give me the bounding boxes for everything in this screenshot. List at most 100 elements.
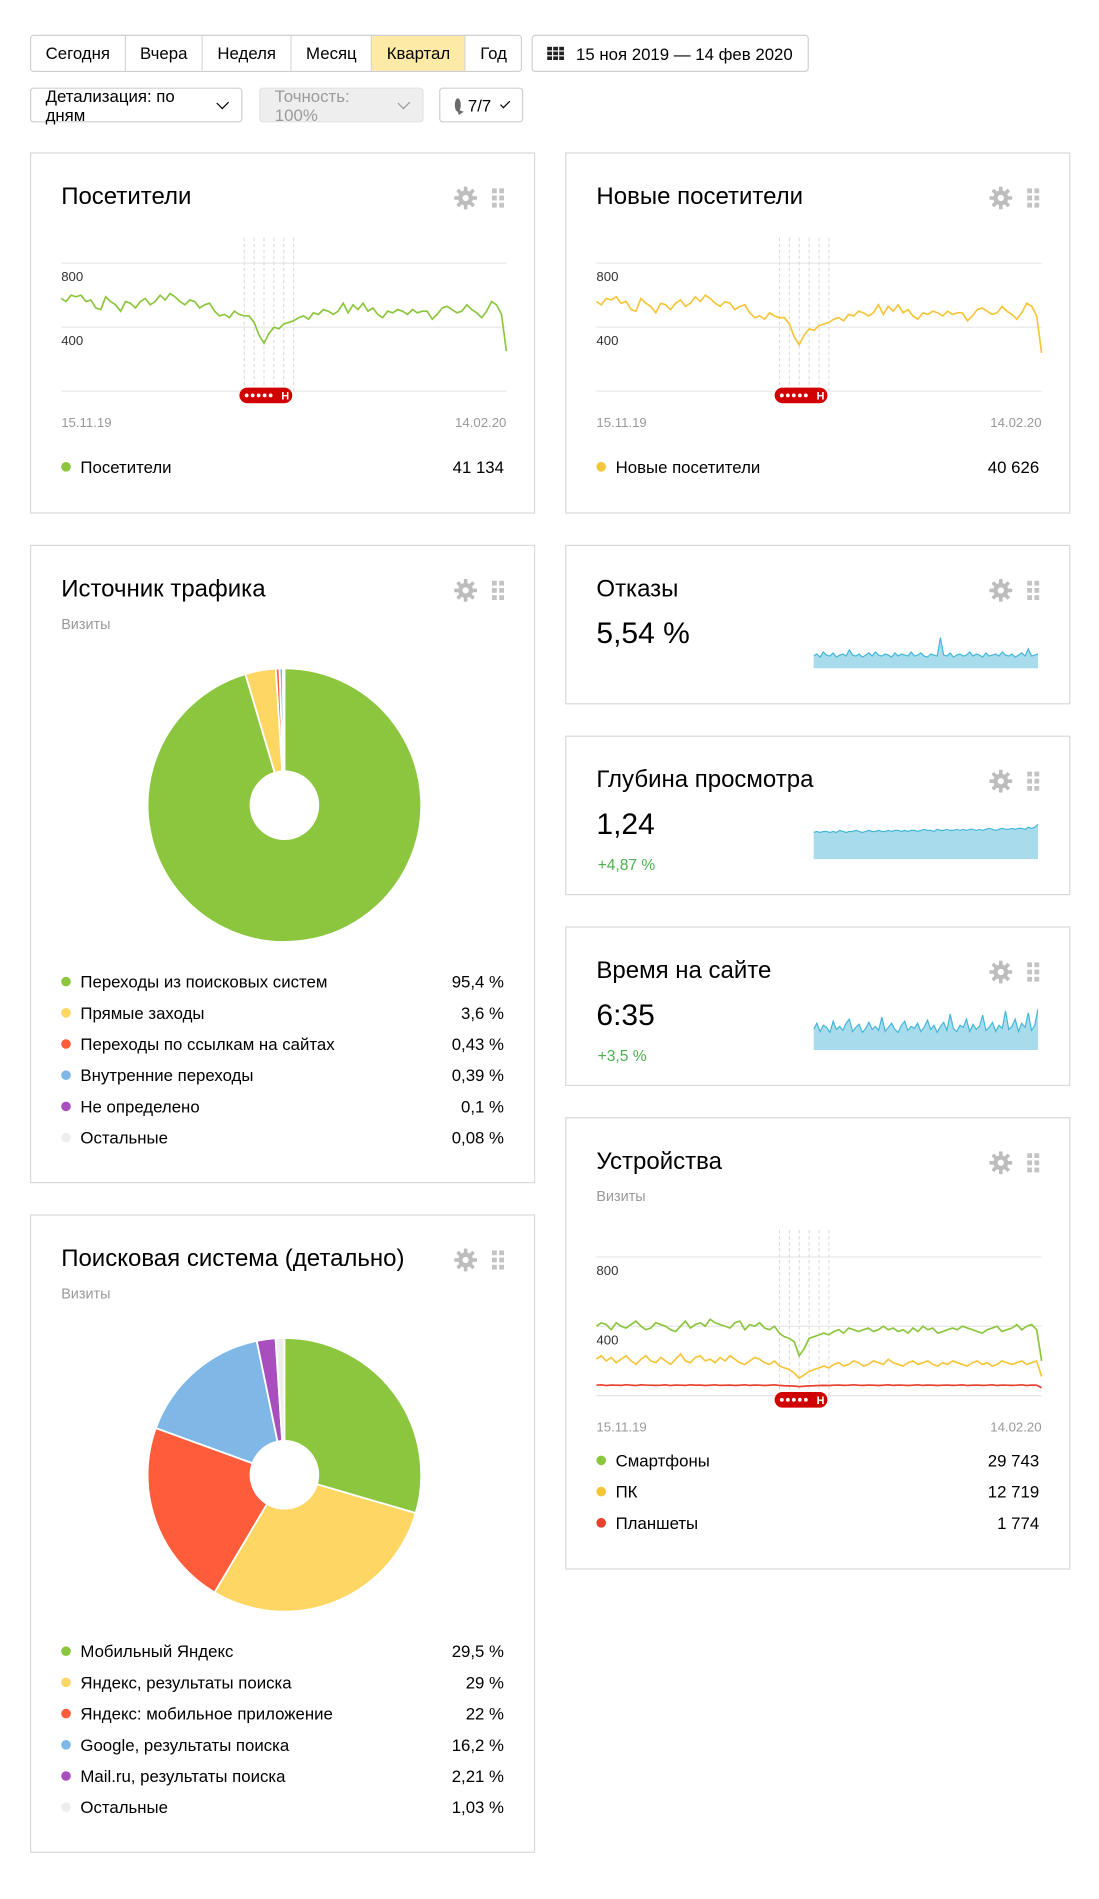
legend-item[interactable]: Яндекс: мобильное приложение 22 % [61, 1698, 504, 1729]
period-week[interactable]: Неделя [203, 36, 292, 71]
x-tick-label: 14.02.20 [455, 415, 506, 429]
drag-handle-icon[interactable] [1027, 962, 1040, 982]
drag-handle-icon[interactable] [492, 580, 505, 600]
legend-item[interactable]: Остальные 0,08 % [61, 1122, 504, 1153]
period-selector: Сегодня Вчера Неделя Месяц Квартал Год [30, 34, 523, 72]
legend-color-dot [596, 462, 606, 472]
date-range-picker[interactable]: 15 ноя 2019 — 14 фев 2020 [531, 34, 809, 72]
legend-label: Новые посетители [615, 457, 761, 477]
legend-value: 29,5 % [451, 1641, 505, 1661]
sparkline-line [813, 637, 1038, 659]
gear-icon[interactable] [454, 186, 478, 210]
annotation-dot [256, 393, 261, 398]
widget-title: Поисковая система (детально) [61, 1245, 405, 1272]
widget-devices: Устройства Визиты 800 400 Н 15.11.19 14.02.2… [565, 1117, 1071, 1570]
metric-delta: +3,5 % [597, 1046, 647, 1065]
legend-value: 3,6 % [461, 1003, 505, 1023]
gear-icon[interactable] [989, 960, 1013, 984]
widget-visitors: Посетители 800 400 Н 15.11.19 14.02.20 Посет… [30, 152, 536, 514]
gear-icon[interactable] [989, 186, 1013, 210]
y-tick-label: 800 [596, 269, 618, 284]
legend-label: Внутренние переходы [80, 1065, 254, 1085]
annotation-label: Н [817, 391, 825, 403]
legend-item[interactable]: Внутренние переходы 0,39 % [61, 1060, 504, 1091]
sparkline-line [813, 1008, 1038, 1034]
legend-item[interactable]: Переходы по ссылкам на сайтах 0,43 % [61, 1028, 504, 1059]
annotation-dot [785, 1397, 790, 1402]
legend-label: Яндекс, результаты поиска [80, 1672, 292, 1693]
annotation-dot [262, 393, 267, 398]
chart-legend: Посетители 41 134 [61, 451, 504, 482]
x-tick-label: 15.11.19 [596, 415, 646, 429]
widget-subtitle: Визиты [61, 615, 111, 633]
legend-item[interactable]: Планшеты 1 774 [596, 1507, 1039, 1538]
legend-color-dot [61, 976, 71, 987]
legend-color-dot [61, 1646, 71, 1657]
detail-dropdown[interactable]: Детализация: по дням [30, 85, 243, 125]
legend-item[interactable]: Мобильный Яндекс 29,5 % [61, 1636, 504, 1667]
widget-new-visitors: Новые посетители 800 400 Н 15.11.19 14.02.20… [565, 152, 1071, 514]
y-tick-label: 800 [61, 269, 83, 284]
y-tick-label: 400 [596, 333, 618, 348]
drag-handle-icon[interactable] [492, 188, 505, 208]
widget-subtitle: Визиты [596, 1188, 646, 1205]
sparkline-area [813, 637, 1038, 669]
x-tick-label: 15.11.19 [61, 415, 111, 429]
legend-color-dot [61, 1132, 71, 1143]
legend-item[interactable]: Новые посетители 40 626 [596, 451, 1039, 482]
legend-label: Яндекс: мобильное приложение [80, 1704, 333, 1724]
drag-handle-icon[interactable] [1027, 771, 1040, 791]
metric-value: 5,54 % [596, 616, 690, 651]
annotation-marker: Н [774, 387, 828, 404]
y-tick-label: 400 [596, 1332, 618, 1347]
legend-value: 40 626 [987, 457, 1040, 477]
widget-time-on-site: Время на сайте 6:35 +3,5 % [565, 926, 1071, 1086]
chart-legend: Новые посетители 40 626 [596, 451, 1039, 482]
period-year[interactable]: Год [465, 36, 522, 71]
x-tick-label: 14.02.20 [990, 1420, 1041, 1434]
legend-value: 29 743 [987, 1450, 1040, 1470]
legend-item[interactable]: Google, результаты поиска 16,2 % [61, 1729, 504, 1760]
period-month[interactable]: Месяц [291, 36, 373, 71]
legend-item[interactable]: Смартфоны 29 743 [596, 1445, 1039, 1476]
legend-color-dot [61, 1771, 71, 1781]
legend-label: Не определено [80, 1096, 200, 1116]
gear-icon[interactable] [989, 578, 1013, 602]
x-tick-label: 14.02.20 [990, 415, 1041, 429]
legend-item[interactable]: Яндекс, результаты поиска 29 % [61, 1667, 504, 1698]
annotation-dot [244, 393, 249, 398]
legend-item[interactable]: Прямые заходы 3,6 % [61, 997, 504, 1028]
detail-label: Детализация: по дням [45, 85, 175, 125]
new-visitors-line-chart: 800 400 Н 15.11.19 14.02.20 [595, 237, 1043, 430]
gear-icon[interactable] [454, 1248, 478, 1272]
drag-handle-icon[interactable] [492, 1250, 505, 1270]
series-line [596, 1383, 1042, 1389]
annotation-dot [803, 393, 808, 398]
drag-handle-icon[interactable] [1027, 580, 1040, 600]
legend-value: 12 719 [987, 1482, 1040, 1502]
annotation-dot [791, 393, 796, 398]
legend-item[interactable]: ПК 12 719 [596, 1476, 1039, 1507]
pie-hole [249, 1440, 320, 1510]
accuracy-dropdown[interactable]: Точность: 100% [259, 86, 424, 124]
metric-delta: +4,87 % [597, 855, 656, 874]
widget-subtitle: Визиты [61, 1285, 111, 1302]
legend-color-dot [61, 1070, 71, 1080]
legend-item[interactable]: Переходы из поисковых систем 95,4 % [61, 966, 504, 997]
period-yesterday[interactable]: Вчера [125, 36, 204, 71]
legend-item[interactable]: Mail.ru, результаты поиска 2,21 % [61, 1760, 504, 1791]
legend-label: Прямые заходы [80, 1003, 205, 1023]
drag-handle-icon[interactable] [1027, 1153, 1040, 1173]
legend-item[interactable]: Посетители 41 134 [61, 451, 504, 482]
gear-icon[interactable] [454, 578, 478, 602]
period-today[interactable]: Сегодня [31, 36, 126, 71]
legend-item[interactable]: Остальные 1,03 % [61, 1792, 504, 1823]
legend-item[interactable]: Не определено 0,1 % [61, 1091, 504, 1122]
gear-icon[interactable] [989, 769, 1013, 793]
segments-dropdown[interactable]: 7/7 [439, 87, 524, 123]
series-line [595, 294, 1043, 353]
period-quarter[interactable]: Квартал [372, 36, 466, 71]
series-line [595, 1318, 1043, 1362]
drag-handle-icon[interactable] [1027, 188, 1040, 208]
gear-icon[interactable] [989, 1151, 1013, 1175]
